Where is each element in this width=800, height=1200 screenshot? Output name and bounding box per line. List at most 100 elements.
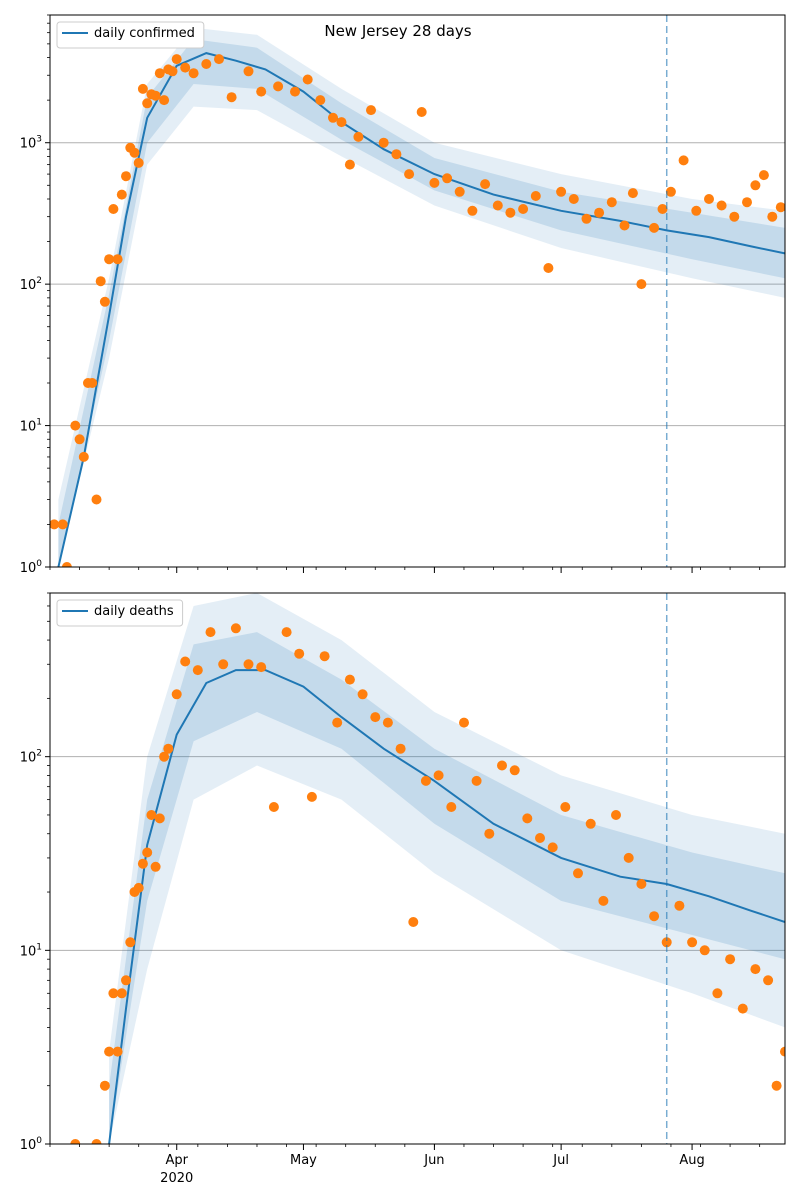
data-point — [780, 1046, 785, 1057]
data-point — [142, 98, 153, 109]
data-point — [454, 186, 465, 197]
data-point — [99, 296, 110, 307]
data-point — [192, 665, 203, 676]
data-point — [226, 92, 237, 103]
data-point — [598, 895, 609, 906]
confirmed-y-axis: 100 101 102 103 — [20, 14, 50, 576]
x-tick-label: Apr — [165, 1153, 188, 1168]
data-point — [154, 813, 165, 824]
data-point — [725, 954, 736, 965]
data-point — [353, 131, 364, 142]
data-point — [657, 204, 668, 214]
data-point — [530, 191, 541, 201]
data-point — [188, 68, 199, 79]
data-point — [573, 868, 583, 879]
data-point — [395, 743, 406, 754]
data-point — [273, 81, 284, 92]
data-point — [712, 988, 723, 999]
data-point — [125, 937, 136, 948]
data-point — [180, 656, 191, 667]
data-point — [302, 74, 313, 85]
data-point — [243, 66, 254, 77]
deaths-model-line — [108, 669, 785, 1144]
data-point — [78, 451, 89, 462]
data-point — [611, 810, 621, 820]
data-point — [332, 717, 343, 728]
data-point — [150, 861, 161, 872]
data-point — [606, 197, 617, 208]
data-point — [70, 420, 81, 431]
data-point — [585, 818, 596, 829]
data-point — [716, 200, 727, 211]
data-point — [742, 197, 752, 208]
data-point — [420, 775, 431, 786]
data-point — [767, 211, 778, 222]
y-tick-label: 100 — [20, 1136, 43, 1153]
data-point — [146, 810, 157, 820]
data-point — [636, 279, 647, 290]
data-point — [505, 207, 516, 218]
chart-title: New Jersey 28 days — [324, 22, 471, 40]
model-curve — [108, 669, 785, 1144]
data-point — [256, 86, 267, 97]
data-point — [121, 171, 131, 182]
data-point — [366, 105, 376, 116]
x-tick-sublabel: 2020 — [160, 1171, 193, 1186]
data-point — [737, 1003, 748, 1014]
data-point — [408, 917, 419, 927]
data-point — [357, 689, 368, 700]
deaths-y-axis: 100 101 102 — [20, 592, 50, 1153]
data-point — [214, 54, 224, 65]
data-point — [104, 254, 115, 265]
data-point — [649, 222, 660, 233]
data-point — [484, 828, 495, 839]
data-point — [344, 159, 355, 170]
data-point — [108, 988, 119, 999]
data-point — [649, 911, 660, 922]
data-point — [535, 833, 545, 843]
data-point — [91, 494, 102, 505]
confirmed-x-axis — [49, 567, 761, 573]
data-point — [581, 213, 592, 224]
data-point — [230, 623, 241, 634]
data-point — [404, 169, 415, 180]
data-point — [674, 900, 685, 911]
data-point — [729, 211, 740, 222]
deaths-axes-frame — [49, 592, 786, 1145]
data-point — [218, 659, 229, 670]
data-point — [775, 202, 785, 213]
legend-box — [56, 599, 184, 627]
data-point — [306, 791, 317, 802]
deaths-observed-points — [70, 623, 785, 1144]
data-point — [112, 1046, 123, 1057]
data-point — [704, 194, 714, 204]
x-tick-label: Aug — [679, 1153, 704, 1168]
data-point — [133, 882, 144, 893]
data-point — [154, 68, 165, 79]
data-point — [661, 937, 672, 948]
data-point — [112, 254, 123, 265]
data-point — [678, 155, 689, 166]
data-point — [568, 194, 579, 204]
data-point — [171, 54, 182, 65]
y-tick-label: 101 — [20, 418, 42, 435]
y-tick-label: 103 — [20, 135, 42, 152]
data-point — [497, 760, 507, 771]
data-point — [328, 112, 338, 123]
deaths-x-axis: Apr 2020 May Jun Jul Aug — [49, 1144, 761, 1186]
data-point — [142, 847, 153, 858]
data-point — [121, 975, 131, 986]
data-point — [129, 147, 140, 158]
data-point — [556, 186, 567, 197]
data-point — [205, 627, 216, 638]
data-point — [281, 627, 292, 638]
data-point — [268, 802, 279, 812]
data-point — [480, 179, 491, 190]
data-point — [446, 802, 457, 812]
data-point — [750, 964, 761, 975]
data-point — [294, 648, 305, 659]
data-point — [344, 674, 355, 685]
deaths-legend: daily deaths — [56, 599, 184, 627]
confirmed-uncertainty-bands — [58, 27, 785, 567]
